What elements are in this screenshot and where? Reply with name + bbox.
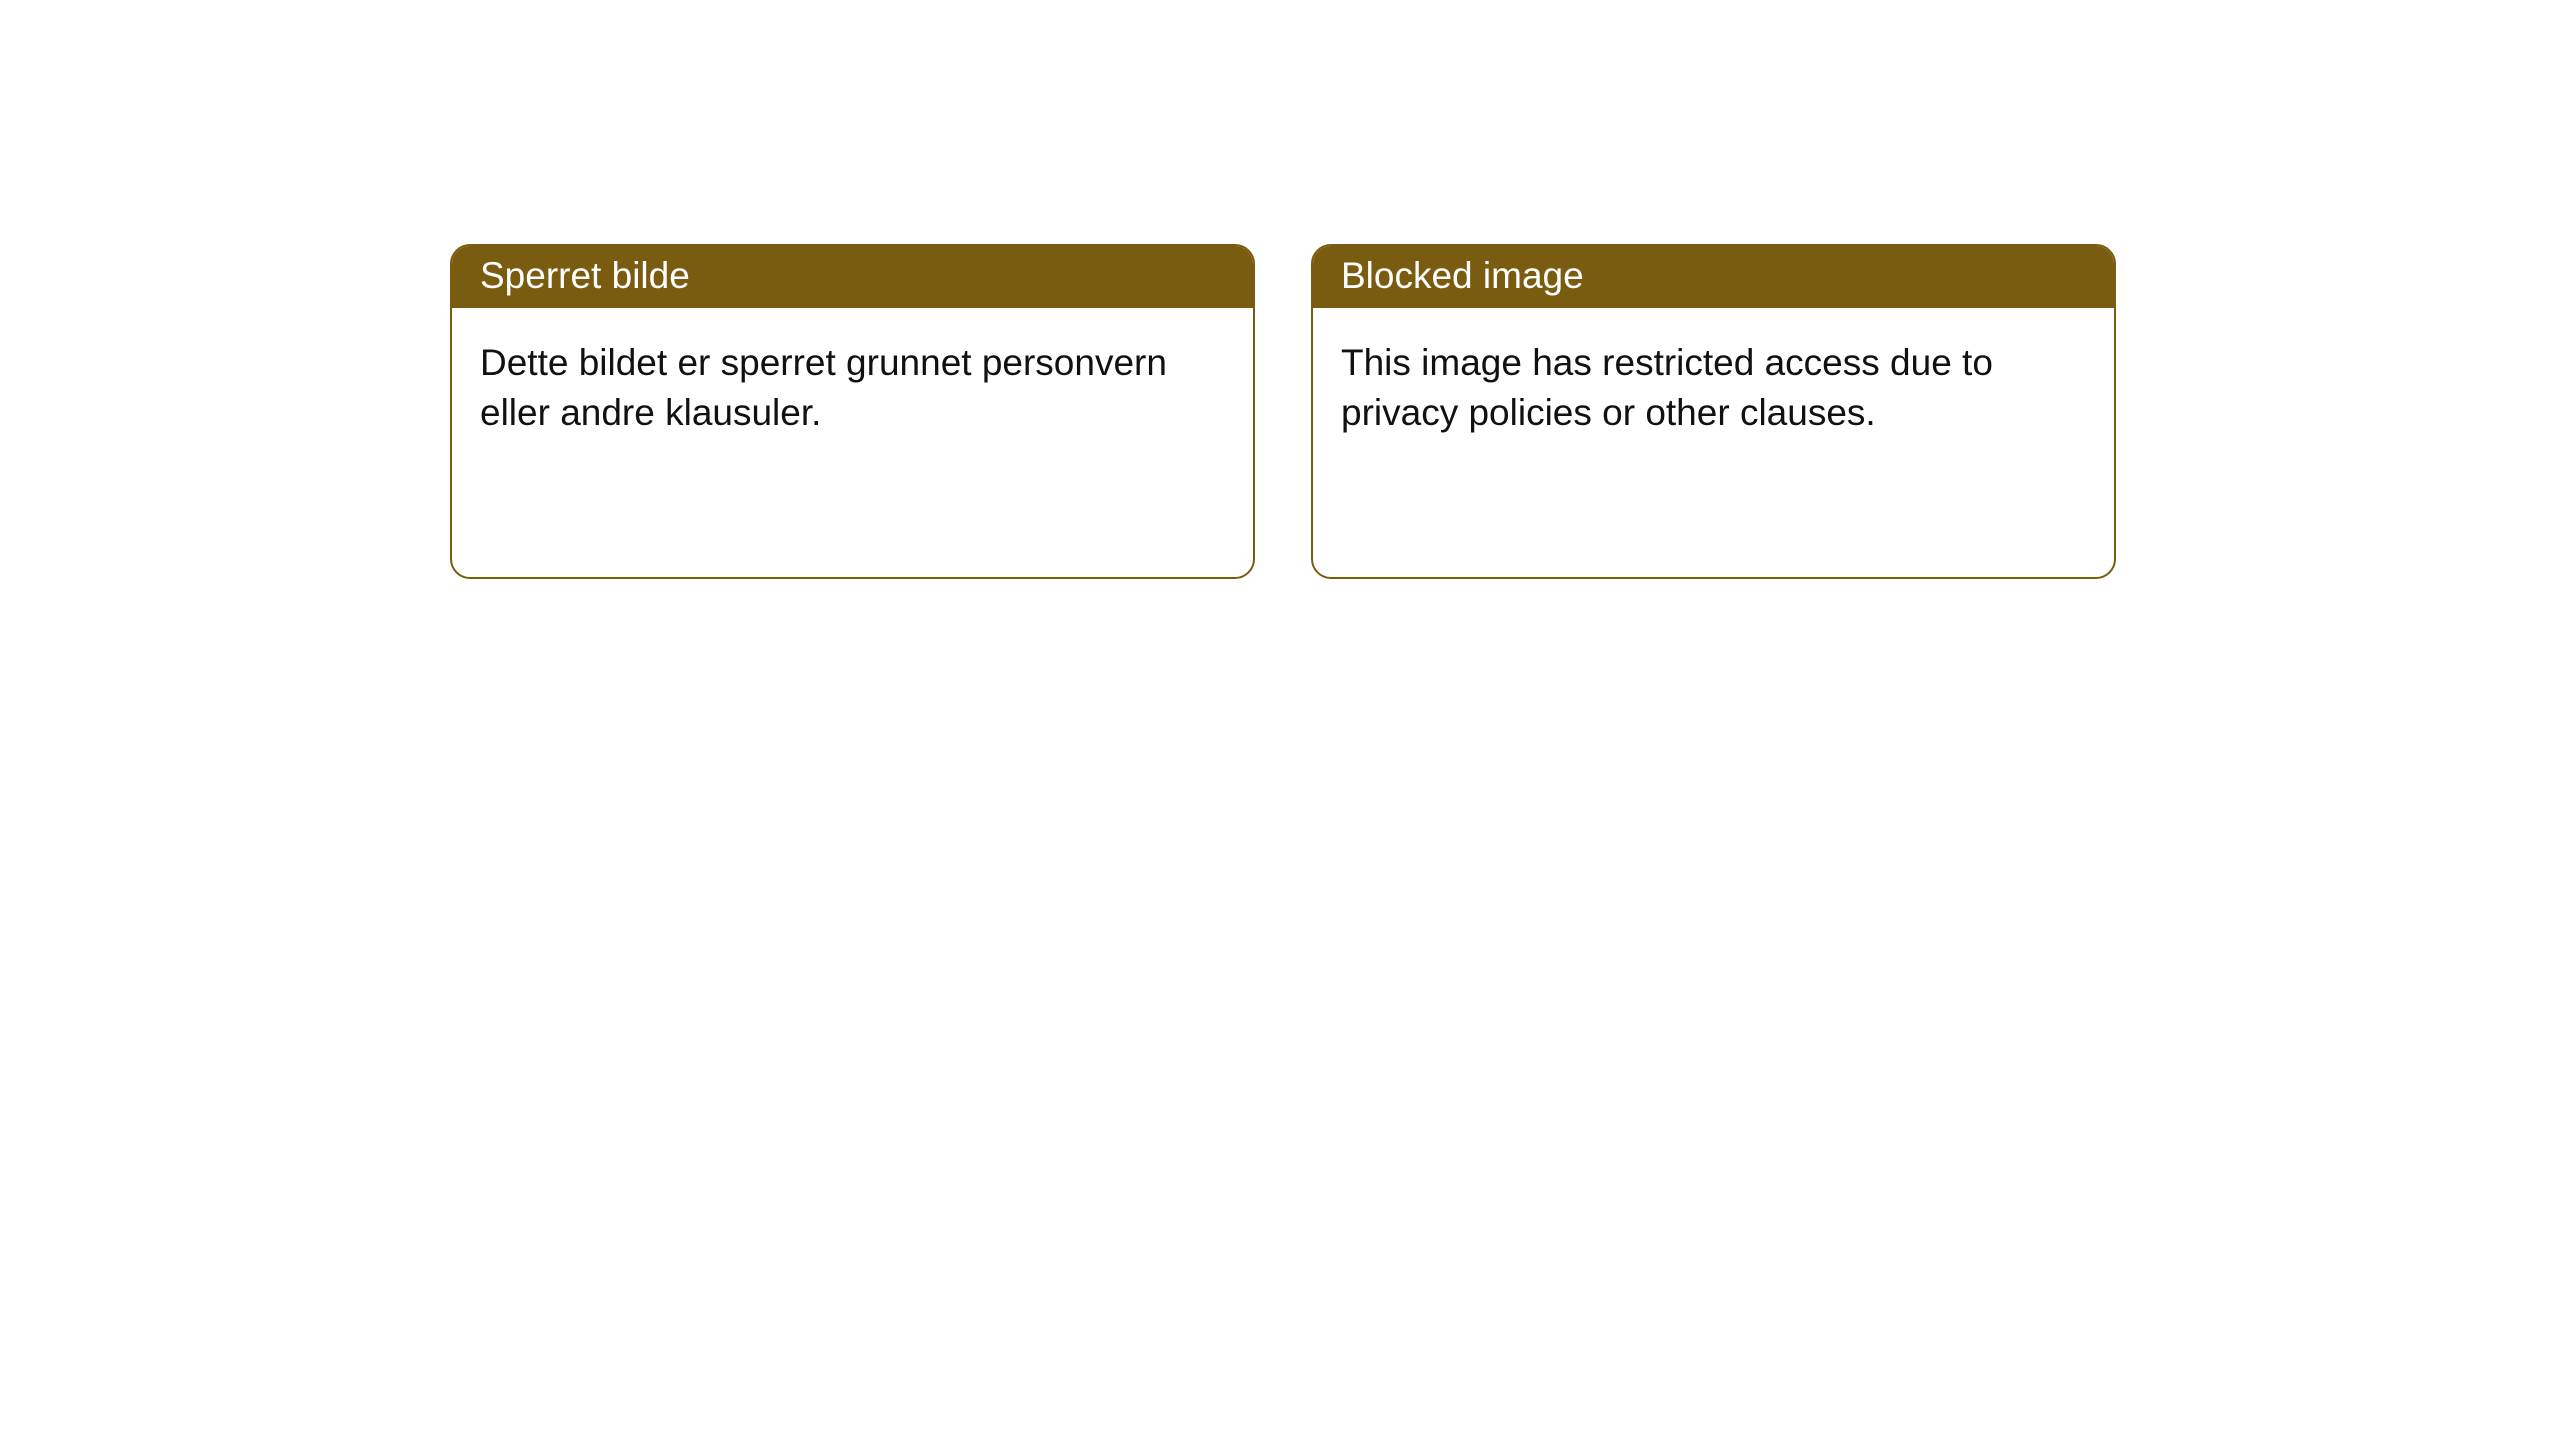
notice-title: Blocked image	[1313, 246, 2114, 308]
notice-container: Sperret bilde Dette bildet er sperret gr…	[0, 0, 2560, 579]
notice-title: Sperret bilde	[452, 246, 1253, 308]
notice-body-text: This image has restricted access due to …	[1313, 308, 2114, 468]
notice-body-text: Dette bildet er sperret grunnet personve…	[452, 308, 1253, 468]
notice-card-english: Blocked image This image has restricted …	[1311, 244, 2116, 579]
notice-card-norwegian: Sperret bilde Dette bildet er sperret gr…	[450, 244, 1255, 579]
